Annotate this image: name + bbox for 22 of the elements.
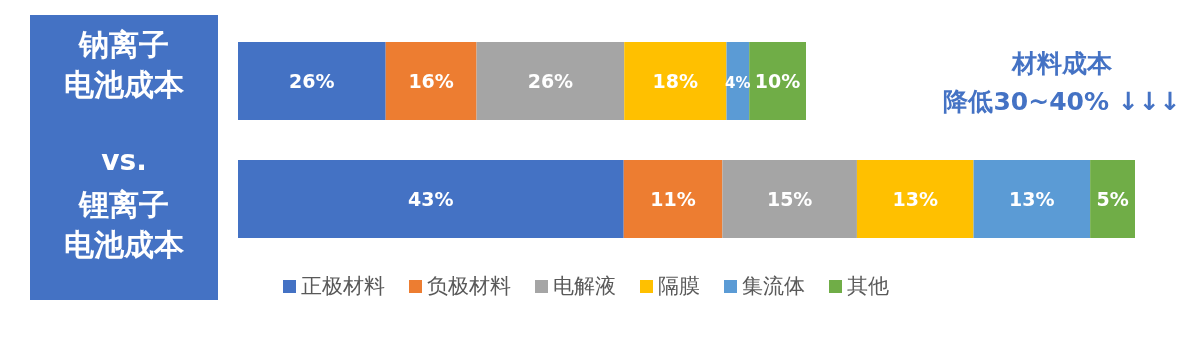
data-label: 13% [1009, 188, 1055, 210]
legend-label: 电解液 [553, 274, 616, 298]
data-label: 16% [408, 70, 454, 92]
text: 降低30~40% ↓↓↓ [943, 87, 1181, 116]
legend-label: 正极材料 [301, 274, 385, 298]
data-label: 18% [652, 70, 699, 92]
data-label: 26% [289, 70, 335, 92]
data-label: 26% [527, 70, 574, 92]
data-label: 13% [892, 188, 938, 210]
legend-label: 其他 [847, 274, 889, 298]
text: 材料成本 [1011, 49, 1113, 78]
y-tick-label: 钠离子电池成本 [64, 27, 185, 102]
y-tick-label: 锂离子电池成本 [64, 187, 185, 262]
data-label: 10% [754, 70, 801, 92]
legend-label: 隔膜 [658, 274, 700, 298]
data-label: 15% [766, 188, 813, 210]
legend-label: 负极材料 [427, 274, 511, 298]
data-label: 5% [1096, 188, 1129, 210]
text: vs. [101, 144, 147, 177]
legend-label: 集流体 [742, 274, 805, 298]
data-label: 43% [408, 188, 454, 210]
data-label: 11% [650, 188, 696, 210]
